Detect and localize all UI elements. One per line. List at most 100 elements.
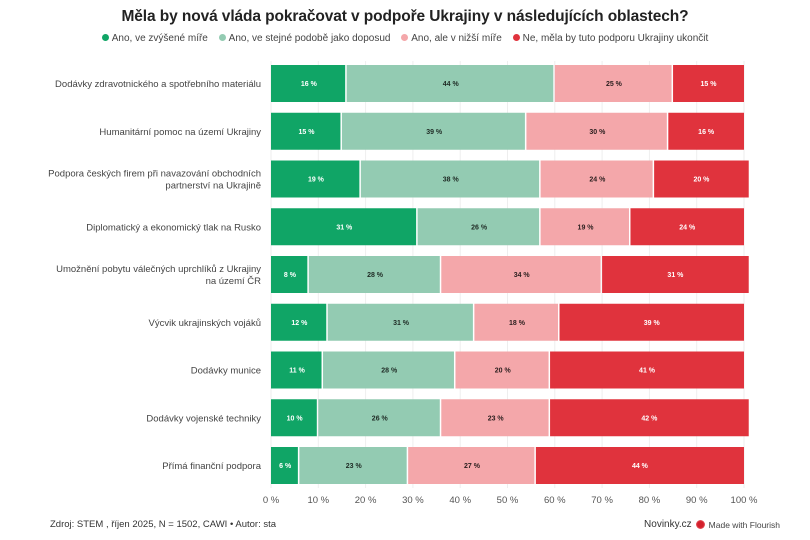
data-label: 31 %: [667, 272, 684, 279]
bar-segment[interactable]: [299, 447, 407, 484]
legend-dot-icon: [101, 34, 109, 41]
x-tick-label: 50 %: [497, 495, 519, 506]
bar-segment[interactable]: [559, 303, 744, 341]
bar-segment[interactable]: [360, 160, 540, 198]
bar-segment[interactable]: [417, 208, 540, 246]
data-label: 15 %: [298, 129, 315, 136]
legend-dot-icon: [218, 34, 226, 41]
legend-item[interactable]: Ne, měla by tuto podporu Ukrajiny ukonči…: [512, 33, 708, 44]
legend: Ano, ve zvýšené míře Ano, ve stejné podo…: [0, 33, 810, 44]
bar-segment[interactable]: [271, 351, 322, 389]
category-label-line: Humanitární pomoc na území Ukrajiny: [99, 127, 261, 138]
bar-segment[interactable]: [323, 351, 454, 389]
bar-segment[interactable]: [550, 399, 749, 437]
data-label: 44 %: [443, 81, 460, 88]
legend-dot-icon: [512, 34, 520, 41]
data-label: 30 %: [589, 129, 606, 136]
bar-segment[interactable]: [455, 351, 549, 389]
legend-label: Ano, ve stejné podobě jako doposud: [228, 33, 391, 44]
bar-segment[interactable]: [540, 160, 653, 198]
data-label: 41 %: [639, 368, 656, 375]
bar-segment[interactable]: [271, 208, 417, 246]
category-label: Přímá finanční podpora: [162, 461, 261, 472]
data-label: 26 %: [471, 224, 488, 231]
category-label: Výcvik ukrajinských vojáků: [149, 318, 261, 329]
category-label-line: Dodávky munice: [191, 366, 261, 377]
bar-segment[interactable]: [550, 351, 744, 389]
source-note: Zdroj: STEM , říjen 2025, N = 1502, CAWI…: [50, 519, 277, 530]
category-label-line: na území ČR: [206, 276, 262, 287]
data-label: 12 %: [291, 320, 308, 327]
x-tick-label: 20 %: [355, 495, 377, 506]
bar-segment[interactable]: [630, 208, 744, 246]
data-label: 23 %: [346, 463, 363, 470]
x-tick-label: 10 %: [307, 495, 329, 506]
data-label: 6 %: [279, 463, 292, 470]
bar-segment[interactable]: [474, 303, 559, 341]
legend-dot-icon: [401, 34, 409, 41]
category-label: Dodávky zdravotnického a spotřebního mat…: [55, 79, 261, 90]
x-tick-label: 70 %: [591, 495, 613, 506]
bar-segment[interactable]: [554, 65, 672, 102]
bar-segment[interactable]: [271, 399, 317, 437]
data-label: 20 %: [495, 368, 512, 375]
bar-segment[interactable]: [526, 112, 667, 150]
bar-segment[interactable]: [441, 399, 549, 437]
category-label: Dodávky vojenské techniky: [146, 413, 261, 424]
data-label: 25 %: [606, 81, 623, 88]
data-label: 39 %: [426, 129, 443, 136]
category-label: Dodávky munice: [191, 366, 261, 377]
category-label-line: Výcvik ukrajinských vojáků: [149, 318, 261, 329]
data-label: 19 %: [308, 177, 325, 184]
bar-segment[interactable]: [602, 256, 749, 293]
bar-segment[interactable]: [271, 65, 346, 102]
x-tick-label: 40 %: [449, 495, 471, 506]
flourish-logo-icon: [695, 520, 705, 529]
category-label: Podpora českých firem při navazování obc…: [48, 169, 261, 192]
data-label: 23 %: [488, 415, 505, 422]
legend-item[interactable]: Ano, ale v nižší míře: [401, 33, 502, 44]
bar-segment[interactable]: [271, 303, 327, 341]
made-with-flourish-link[interactable]: Made with Flourish: [708, 519, 780, 530]
bar-segment[interactable]: [327, 303, 473, 341]
category-label-line: Přímá finanční podpora: [162, 461, 261, 472]
bar-segment[interactable]: [441, 256, 601, 293]
category-label-line: Umožnění pobytu válečných uprchlíků z Uk…: [56, 264, 261, 275]
bar-segment[interactable]: [318, 399, 440, 437]
bar-segment[interactable]: [341, 112, 525, 150]
data-label: 31 %: [393, 320, 410, 327]
bar-segment[interactable]: [540, 208, 629, 246]
legend-label: Ano, ve zvýšené míře: [111, 33, 208, 44]
data-label: 16 %: [698, 129, 715, 136]
bar-segment[interactable]: [673, 65, 744, 102]
brand-label[interactable]: Novinky.cz: [644, 519, 692, 530]
data-label: 39 %: [644, 320, 661, 327]
data-label: 18 %: [509, 320, 526, 327]
x-tick-label: 100 %: [731, 495, 758, 506]
bar-segment[interactable]: [271, 112, 341, 150]
bar-segment[interactable]: [271, 256, 308, 293]
bar-segment[interactable]: [271, 447, 298, 484]
bar-segment[interactable]: [308, 256, 440, 293]
x-tick-label: 0 %: [263, 495, 280, 506]
bar-segment[interactable]: [408, 447, 535, 484]
legend-item[interactable]: Ano, ve zvýšené míře: [101, 33, 208, 44]
legend-item[interactable]: Ano, ve stejné podobě jako doposud: [218, 33, 391, 44]
data-label: 26 %: [372, 415, 389, 422]
bar-segment[interactable]: [654, 160, 749, 198]
category-label-line: Dodávky vojenské techniky: [146, 413, 261, 424]
data-label: 16 %: [301, 81, 318, 88]
x-tick-label: 30 %: [402, 495, 424, 506]
data-label: 38 %: [443, 177, 460, 184]
bar-segment[interactable]: [668, 112, 744, 150]
category-label-line: Podpora českých firem při navazování obc…: [48, 169, 261, 180]
bar-segment[interactable]: [346, 65, 554, 102]
data-label: 11 %: [289, 368, 305, 375]
bar-segment[interactable]: [535, 447, 744, 484]
category-label-line: Diplomatický a ekonomický tlak na Rusko: [86, 222, 261, 233]
data-label: 24 %: [679, 224, 696, 231]
data-label: 27 %: [464, 463, 481, 470]
bar-segment[interactable]: [271, 160, 360, 198]
chart-title: Měla by nová vláda pokračovat v podpoře …: [121, 8, 689, 25]
